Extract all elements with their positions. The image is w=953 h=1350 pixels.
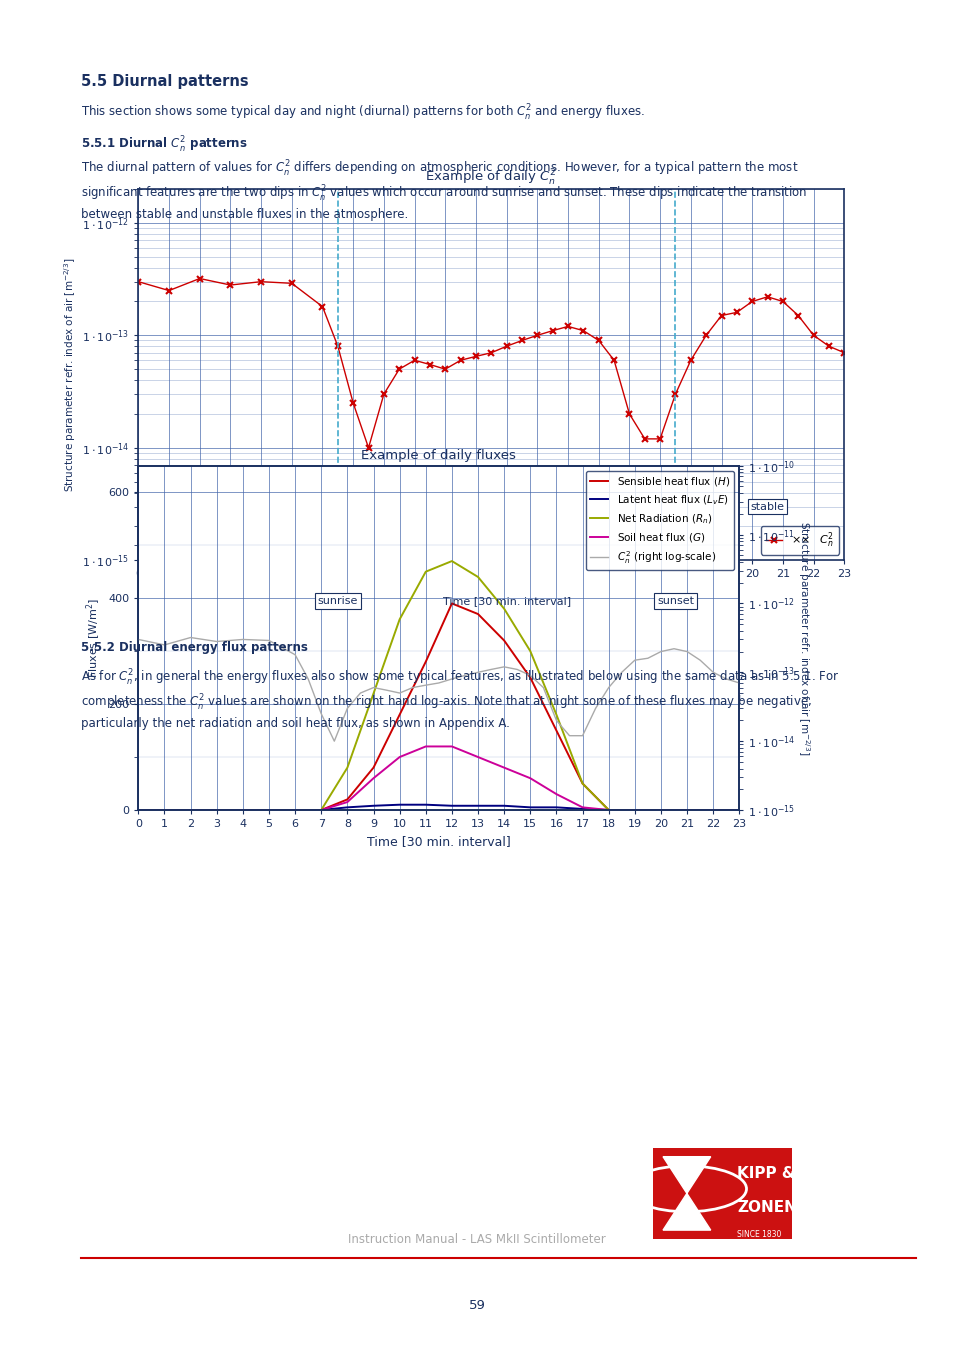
Text: completeness the $C_n^2$ values are shown on the right hand log-axis. Note that : completeness the $C_n^2$ values are show… bbox=[81, 693, 811, 713]
Text: SINCE 1830: SINCE 1830 bbox=[736, 1230, 781, 1239]
Text: As for $C_n^2$, in general the energy fluxes also show some typical features, as: As for $C_n^2$, in general the energy fl… bbox=[81, 668, 839, 688]
Text: particularly the net radiation and soil heat flux, as shown in Appendix A.: particularly the net radiation and soil … bbox=[81, 717, 510, 730]
Y-axis label: Fluxes [W/m$^2$]: Fluxes [W/m$^2$] bbox=[84, 598, 103, 678]
Text: unstable: unstable bbox=[467, 502, 515, 512]
Text: significant features are the two dips in $C_n^2$ values which occur around sunri: significant features are the two dips in… bbox=[81, 184, 807, 204]
Text: ZONEN: ZONEN bbox=[736, 1200, 796, 1215]
FancyBboxPatch shape bbox=[581, 1120, 791, 1266]
Legend: $\times\!\times\ \ C_n^2$: $\times\!\times\ \ C_n^2$ bbox=[760, 526, 838, 555]
Text: This section shows some typical day and night (diurnal) patterns for both $C_n^2: This section shows some typical day and … bbox=[81, 103, 644, 123]
Text: sunset: sunset bbox=[657, 595, 693, 606]
Text: 59: 59 bbox=[468, 1299, 485, 1312]
X-axis label: Time [30 min. interval]: Time [30 min. interval] bbox=[367, 834, 510, 848]
Title: Example of daily fluxes: Example of daily fluxes bbox=[361, 448, 516, 462]
Text: stable: stable bbox=[750, 502, 783, 512]
Text: Time [30 min. interval]: Time [30 min. interval] bbox=[442, 595, 570, 606]
Text: Instruction Manual - LAS MkII Scintillometer: Instruction Manual - LAS MkII Scintillom… bbox=[348, 1233, 605, 1246]
Text: stable: stable bbox=[198, 502, 232, 512]
Legend: Sensible heat flux ($H$), Latent heat flux ($L_vE$), Net Radiation ($R_n$), Soil: Sensible heat flux ($H$), Latent heat fl… bbox=[585, 471, 734, 570]
Text: between stable and unstable fluxes in the atmosphere.: between stable and unstable fluxes in th… bbox=[81, 208, 408, 221]
Polygon shape bbox=[662, 1157, 710, 1230]
Text: KIPP &: KIPP & bbox=[736, 1165, 794, 1181]
Text: 5.5.2 Diurnal energy flux patterns: 5.5.2 Diurnal energy flux patterns bbox=[81, 641, 308, 655]
Text: The diurnal pattern of values for $C_n^2$ differs depending on atmospheric condi: The diurnal pattern of values for $C_n^2… bbox=[81, 159, 798, 180]
Text: 5.5.1 Diurnal $C_n^2$ patterns: 5.5.1 Diurnal $C_n^2$ patterns bbox=[81, 135, 248, 155]
Y-axis label: Structure parameter refr. index of air [m$^{-2/3}$]: Structure parameter refr. index of air [… bbox=[796, 521, 811, 755]
Y-axis label: Structure parameter refr. index of air [m$^{-2/3}$]: Structure parameter refr. index of air [… bbox=[62, 258, 78, 491]
Text: sunrise: sunrise bbox=[317, 595, 357, 606]
Text: 5.5 Diurnal patterns: 5.5 Diurnal patterns bbox=[81, 74, 249, 89]
Title: Example of daily $C_n^2$: Example of daily $C_n^2$ bbox=[425, 169, 557, 188]
